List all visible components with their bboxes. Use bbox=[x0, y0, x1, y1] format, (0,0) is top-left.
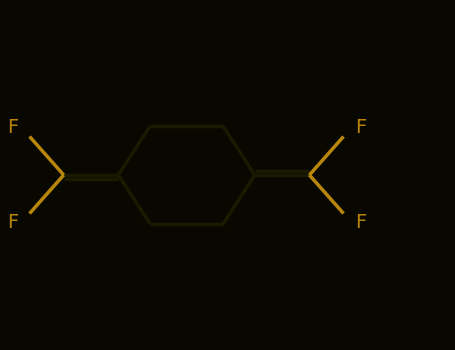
Text: F: F bbox=[355, 213, 366, 232]
Text: F: F bbox=[355, 118, 366, 137]
Text: F: F bbox=[7, 213, 18, 232]
Text: F: F bbox=[7, 118, 18, 137]
